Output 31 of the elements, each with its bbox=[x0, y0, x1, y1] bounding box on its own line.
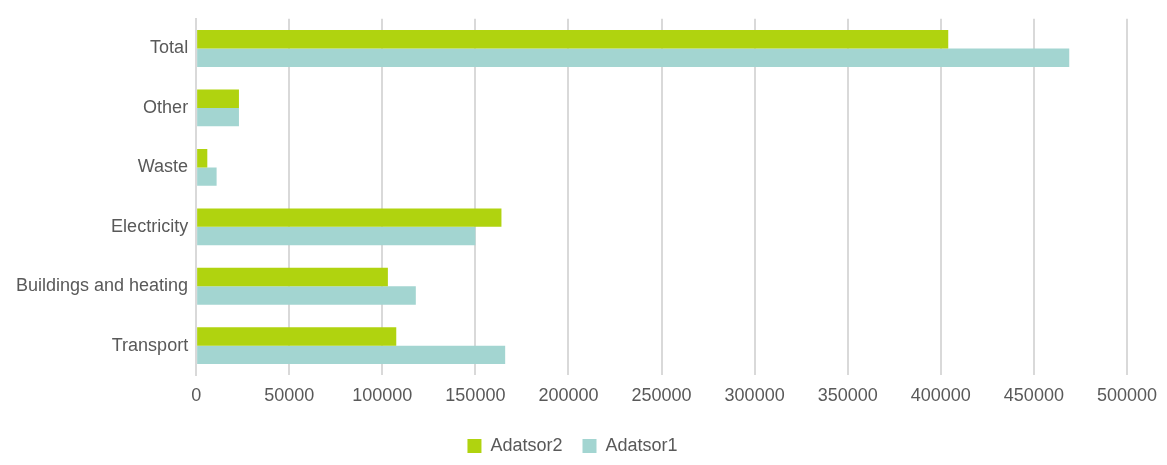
bar bbox=[197, 226, 476, 246]
x-tick-label: 100000 bbox=[352, 385, 413, 406]
x-tick-label: 400000 bbox=[910, 385, 971, 406]
y-tick-label: Buildings and heating bbox=[15, 275, 189, 296]
y-tick-label: Electricity bbox=[111, 215, 189, 236]
y-tick-label: Waste bbox=[137, 156, 189, 177]
bar bbox=[197, 327, 397, 346]
x-tick-label: 350000 bbox=[817, 385, 878, 406]
x-tick-label: 500000 bbox=[1096, 385, 1158, 406]
bar bbox=[197, 48, 1070, 67]
x-tick-label: 450000 bbox=[1003, 385, 1064, 406]
x-tick-label: 50000 bbox=[264, 385, 315, 406]
y-tick-label: Transport bbox=[111, 334, 189, 355]
x-tick-label: 250000 bbox=[631, 385, 692, 406]
bar bbox=[197, 89, 239, 108]
y-tick-label: Total bbox=[150, 37, 189, 58]
legend-label: Adatsor1 bbox=[605, 434, 678, 455]
bar bbox=[197, 208, 502, 227]
x-tick-label: 150000 bbox=[445, 385, 506, 406]
x-tick-label: 200000 bbox=[538, 385, 599, 406]
bar bbox=[197, 267, 388, 287]
bar bbox=[197, 167, 217, 186]
y-tick-label: Other bbox=[143, 96, 189, 117]
bar bbox=[197, 107, 239, 127]
bar bbox=[197, 30, 949, 49]
bar bbox=[197, 286, 416, 305]
legend-label: Adatsor2 bbox=[490, 434, 563, 455]
bar bbox=[197, 148, 208, 168]
x-tick-label: 300000 bbox=[724, 385, 785, 406]
x-tick-label: 0 bbox=[191, 385, 202, 406]
bar bbox=[197, 345, 506, 365]
